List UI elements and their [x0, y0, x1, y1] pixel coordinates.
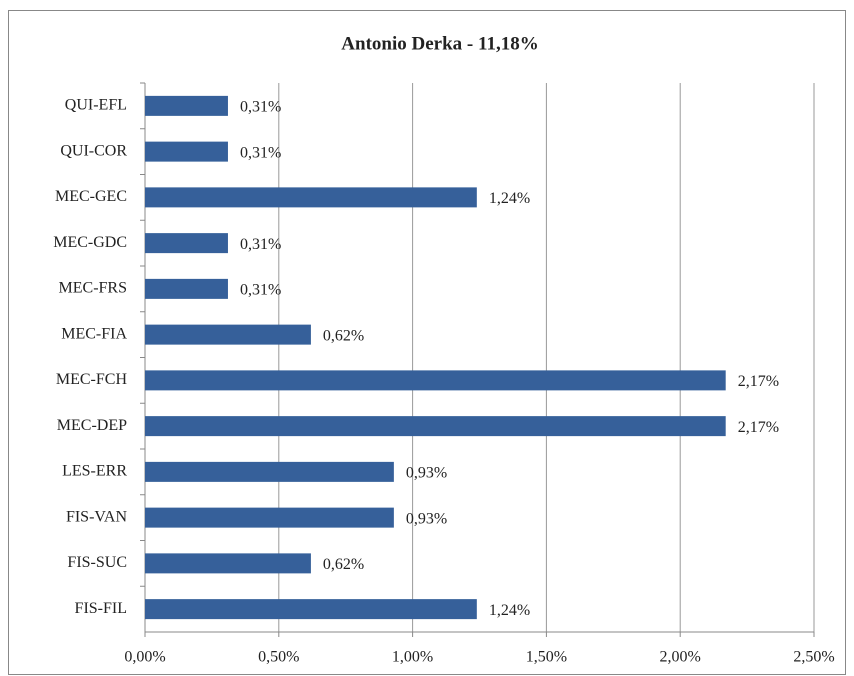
y-tick-label: MEC-FCH [56, 371, 128, 388]
x-tick-label: 1,50% [526, 649, 567, 666]
y-tick-label: QUI-COR [60, 142, 127, 159]
bar [145, 187, 477, 208]
y-tick-label: QUI-EFL [65, 97, 127, 114]
y-tick-label: MEC-FRS [59, 280, 127, 297]
value-label: 0,31% [240, 236, 281, 253]
y-tick-label: MEC-DEP [57, 417, 127, 434]
y-tick-label: FIS-VAN [66, 508, 128, 525]
value-label: 1,24% [489, 190, 530, 207]
value-label: 0,31% [240, 282, 281, 299]
value-label: 2,17% [738, 373, 779, 390]
bar [145, 141, 228, 162]
bar [145, 95, 228, 116]
bar [145, 599, 477, 620]
value-label: 1,24% [489, 602, 530, 619]
value-label: 0,31% [240, 99, 281, 116]
bar [145, 324, 311, 345]
chart-border [8, 10, 846, 675]
value-label: 0,93% [406, 510, 447, 527]
value-label: 2,17% [738, 419, 779, 436]
bar [145, 461, 394, 482]
bar [145, 416, 726, 437]
x-tick-label: 2,00% [660, 649, 701, 666]
value-label: 0,31% [240, 144, 281, 161]
x-tick-label: 0,50% [258, 649, 299, 666]
x-tick-label: 2,50% [793, 649, 834, 666]
y-tick-label: MEC-GDC [53, 234, 127, 251]
bar [145, 507, 394, 528]
bar [145, 278, 228, 299]
y-tick-label: LES-ERR [62, 463, 127, 480]
bar [145, 553, 311, 574]
y-tick-label: MEC-FIA [61, 325, 127, 342]
chart-title: Antonio Derka - 11,18% [341, 33, 538, 54]
x-tick-label: 1,00% [392, 649, 433, 666]
y-tick-label: FIS-SUC [67, 554, 127, 571]
bar [145, 233, 228, 254]
x-tick-label: 0,00% [124, 649, 165, 666]
y-tick-label: MEC-GEC [55, 188, 127, 205]
value-label: 0,93% [406, 465, 447, 482]
value-label: 0,62% [323, 556, 364, 573]
y-tick-label: FIS-FIL [75, 600, 127, 617]
value-label: 0,62% [323, 327, 364, 344]
bar [145, 370, 726, 391]
